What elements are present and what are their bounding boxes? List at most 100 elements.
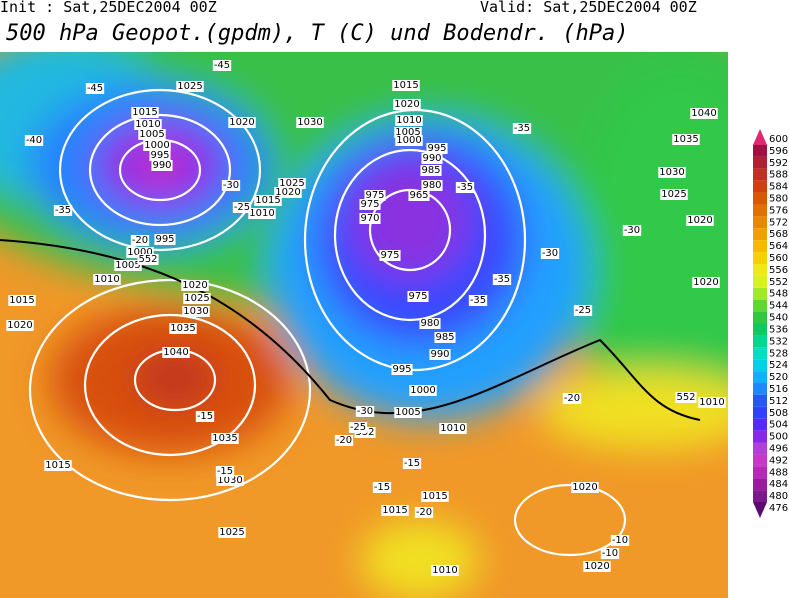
contour-label-box: [492, 274, 512, 285]
contour-label-box: [381, 505, 409, 516]
contour-label-box: [540, 248, 560, 259]
contour-label: -15: [197, 411, 213, 422]
contour-label-box: [391, 364, 413, 375]
contour-label: 990: [422, 153, 441, 164]
contour-label: -20: [132, 235, 148, 246]
colorbar-label: 476: [769, 503, 788, 514]
contour-label-box: [364, 190, 386, 201]
contour-label: 985: [421, 165, 440, 176]
contour-label-box: [53, 205, 73, 216]
contour-label: -45: [87, 83, 103, 94]
colorbar-label: 568: [769, 229, 788, 240]
contour-label: 995: [150, 150, 169, 161]
contour-label-box: [675, 392, 697, 403]
contour-label: 1040: [163, 347, 188, 358]
colorbar-swatch: [753, 371, 767, 384]
contour-label-box: [93, 274, 121, 285]
contour-label: 1040: [691, 108, 716, 119]
contour-label-box: [600, 548, 620, 559]
contour-label-box: [690, 108, 718, 119]
contour-label: -40: [26, 135, 42, 146]
colorbar-swatch: [753, 454, 767, 467]
contour-label: 1020: [693, 277, 718, 288]
contour-label: 1025: [219, 527, 244, 538]
contour-label-box: [512, 123, 532, 134]
contour-label-box: [85, 83, 105, 94]
contour-label-box: [355, 406, 375, 417]
colorbar-swatch: [753, 347, 767, 360]
contour-label-box: [134, 119, 162, 130]
valid-time: Valid: Sat,25DEC2004 00Z: [480, 0, 697, 16]
colorbar-label: 596: [769, 146, 788, 157]
contour-label: 1030: [183, 306, 208, 317]
contour-label-box: [414, 507, 434, 518]
contour-label: 1015: [393, 80, 418, 91]
contour-label-box: [421, 180, 443, 191]
contour-label-box: [212, 60, 232, 71]
colorbar-swatch: [753, 204, 767, 217]
contour-label-box: [154, 234, 176, 245]
contour-label-box: [137, 254, 159, 265]
colorbar-swatch: [753, 216, 767, 229]
colorbar-label: 528: [769, 348, 788, 359]
colorbar-label: 544: [769, 301, 788, 312]
contour-label: 1015: [9, 295, 34, 306]
contour-label-box: [455, 182, 475, 193]
contour-label-box: [138, 129, 166, 140]
contour-label: 1020: [229, 117, 254, 128]
contour-label-box: [429, 349, 451, 360]
colorbar-label: 508: [769, 408, 788, 419]
contour-label-box: [216, 475, 244, 486]
colorbar-label: 584: [769, 182, 788, 193]
contour-label: 975: [365, 190, 384, 201]
contour-label-box: [421, 491, 449, 502]
colorbar-label: 492: [769, 455, 788, 466]
contour-label-box: [6, 320, 34, 331]
contour-label-box: [126, 247, 154, 258]
contour-label: 1010: [396, 115, 421, 126]
colorbar-label: 488: [769, 467, 788, 478]
contour-label-box: [393, 99, 421, 110]
contour-label: -20: [564, 393, 580, 404]
contour-label-box: [402, 458, 422, 469]
colorbar-swatch: [753, 240, 767, 253]
contour-label: 970: [360, 213, 379, 224]
contour-label: 1015: [132, 107, 157, 118]
contour-label-box: [218, 527, 246, 538]
colorbar-swatch: [753, 311, 767, 324]
contour-label-box: [215, 466, 235, 477]
contour-label-box: [143, 140, 171, 151]
contour-label-box: [468, 295, 488, 306]
contour-label: 1035: [212, 433, 237, 444]
contour-label-box: [44, 460, 72, 471]
contour-label: 1015: [382, 505, 407, 516]
contour-label: -20: [336, 435, 352, 446]
colorbar-swatch: [753, 168, 767, 181]
contour-label-box: [395, 135, 423, 146]
contour-label-box: [686, 215, 714, 226]
contour-label: -10: [612, 535, 628, 546]
contour-label-box: [334, 435, 354, 446]
contour-label-box: [395, 115, 423, 126]
contour-label-box: [274, 187, 302, 198]
contour-label: 1025: [661, 189, 686, 200]
colorbar-swatch: [753, 418, 767, 431]
colorbar-label: 532: [769, 336, 788, 347]
colorbar-swatch: [753, 287, 767, 300]
contour-label-box: [169, 323, 197, 334]
contour-label-box: [379, 250, 401, 261]
colorbar-swatch: [753, 129, 767, 145]
contour-label: -25: [575, 305, 591, 316]
colorbar-swatch: [753, 490, 767, 503]
contour-label: 552: [138, 254, 157, 265]
colorbar-label: 496: [769, 443, 788, 454]
contour-label: 1030: [217, 475, 242, 486]
colorbar-swatch: [753, 156, 767, 169]
colorbar-label: 480: [769, 491, 788, 502]
colorbar-label: 504: [769, 420, 788, 431]
contour-label: 1030: [659, 167, 684, 178]
colorbar-label: 576: [769, 205, 788, 216]
contour-label: 1005: [115, 260, 140, 271]
colorbar-label: 560: [769, 253, 788, 264]
contour-label: 1025: [184, 293, 209, 304]
